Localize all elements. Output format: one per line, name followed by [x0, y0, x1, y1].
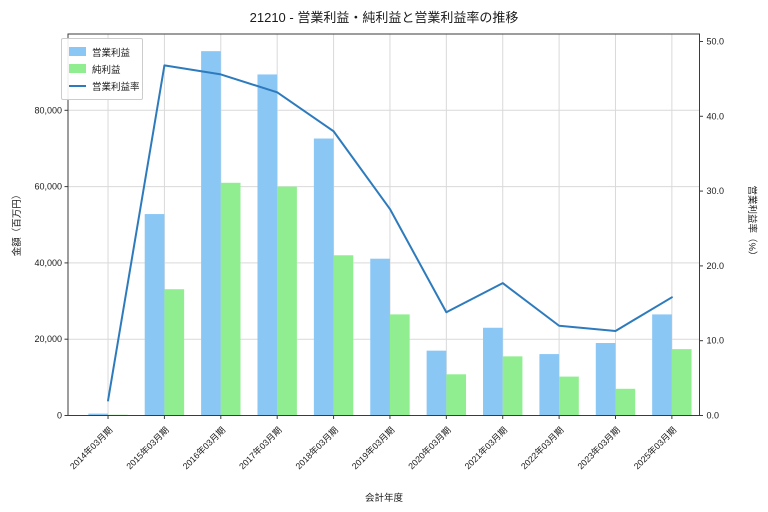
right-axis-tick-label: 30.0 — [707, 186, 725, 196]
y-axis-label-left: 金額（百万円） — [12, 189, 23, 257]
x-axis-tick-label: 2017年03月期 — [236, 424, 283, 471]
x-axis-tick-label: 2022年03月期 — [518, 424, 565, 471]
legend-label-net-profit: 純利益 — [92, 64, 121, 76]
x-axis-tick-label: 2023年03月期 — [575, 424, 622, 471]
bar-operating-profit — [539, 354, 560, 416]
bar-net-profit — [220, 182, 241, 416]
bar-net-profit — [277, 186, 297, 416]
legend: 営業利益 純利益 営業利益率 — [61, 38, 143, 100]
legend-item-net-profit: 純利益 — [69, 61, 135, 76]
x-axis-tick-label: 2016年03月期 — [180, 424, 227, 471]
legend-item-operating-profit: 営業利益 — [69, 44, 135, 59]
y-axis-label-right: 営業利益率（%） — [746, 185, 757, 261]
x-axis-tick-label: 2019年03月期 — [349, 424, 396, 471]
bar-operating-profit — [313, 138, 334, 416]
x-axis-tick-label: 2018年03月期 — [293, 424, 340, 471]
x-axis-tick-label: 2020年03月期 — [406, 424, 453, 471]
legend-label-operating-profit: 営業利益 — [92, 47, 131, 59]
left-axis-tick-label: 0 — [57, 411, 62, 421]
bar-operating-profit — [426, 350, 447, 416]
plot-border — [67, 33, 700, 416]
bar-net-profit — [502, 356, 523, 416]
x-axis-tick-label: 2025年03月期 — [631, 424, 678, 471]
legend-label-operating-margin: 営業利益率 — [92, 81, 140, 93]
left-axis-tick-label: 20,000 — [34, 334, 62, 344]
right-axis-tick-label: 40.0 — [707, 111, 725, 121]
left-axis-tick-label: 40,000 — [34, 258, 62, 268]
bar-operating-profit — [88, 413, 109, 416]
legend-swatch-operating-profit — [69, 47, 86, 56]
operating-margin-line — [107, 64, 673, 402]
bar-net-profit — [559, 376, 579, 416]
bar-operating-profit — [595, 343, 616, 416]
left-axis-tick-label: 80,000 — [34, 105, 62, 115]
bar-operating-profit — [652, 314, 672, 416]
bar-operating-profit — [483, 327, 503, 416]
bar-net-profit — [671, 349, 692, 416]
right-axis-tick-label: 20.0 — [707, 261, 725, 271]
bar-operating-profit — [370, 258, 390, 416]
bar-net-profit — [615, 388, 636, 416]
legend-swatch-operating-margin — [69, 84, 86, 87]
left-axis-tick-label: 60,000 — [34, 182, 62, 192]
bar-net-profit — [333, 255, 354, 416]
bar-net-profit — [164, 289, 185, 416]
x-axis-tick-label: 2014年03月期 — [67, 424, 114, 471]
bar-net-profit — [389, 314, 410, 416]
bar-operating-profit — [257, 74, 278, 416]
right-axis-tick-label: 0.0 — [707, 411, 720, 421]
legend-item-operating-margin: 営業利益率 — [69, 78, 140, 93]
bar-net-profit — [446, 374, 467, 416]
x-axis-label: 会計年度 — [364, 493, 403, 504]
right-axis-tick-label: 50.0 — [707, 36, 725, 46]
x-axis-tick-label: 2015年03月期 — [124, 424, 171, 471]
bar-operating-profit — [201, 51, 221, 416]
bar-operating-profit — [144, 214, 165, 416]
legend-swatch-net-profit — [69, 64, 86, 73]
chart-title: 21210 - 営業利益・純利益と営業利益率の推移 — [249, 10, 519, 25]
right-axis-tick-label: 10.0 — [707, 336, 725, 346]
x-axis-tick-label: 2021年03月期 — [462, 424, 509, 471]
